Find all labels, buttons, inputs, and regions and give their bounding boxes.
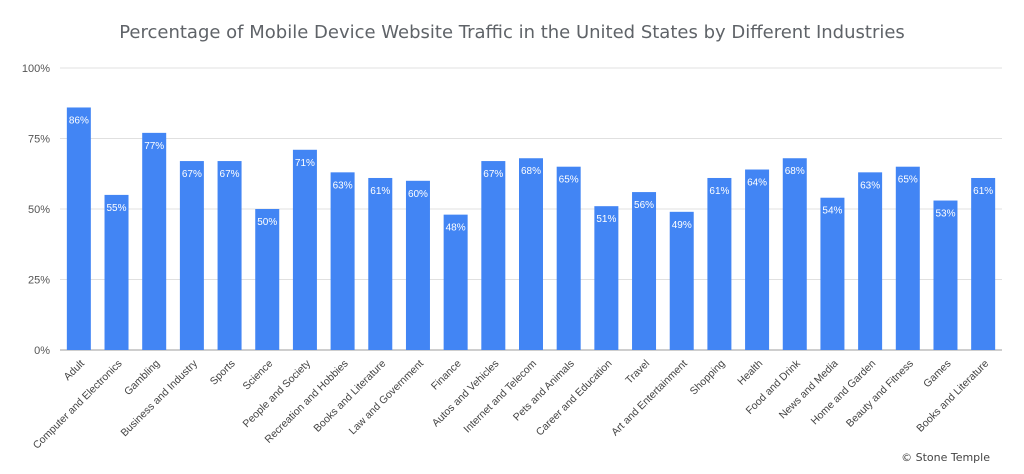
data-label: 63% [333,180,353,191]
bar [669,211,694,350]
bar [707,177,732,350]
data-label: 61% [709,186,729,197]
data-label: 77% [144,141,164,152]
data-label: 67% [483,169,503,180]
data-label: 54% [822,206,842,217]
y-tick-label: 50% [28,204,50,216]
x-tick-label: Books and Literature [914,358,991,435]
x-tick-label: Books and Literature [311,358,388,435]
x-tick-label: Internet and Telecom [461,357,539,435]
x-tick-label: Beauty and Fitness [844,358,916,430]
x-tick-label: Law and Government [347,358,427,438]
bar [481,161,506,350]
bar [858,172,883,350]
data-label: 56% [634,200,654,211]
y-axis-ticks: 0% 25% 50% 75% 100% [22,63,50,357]
bar [142,132,167,350]
data-label: 67% [220,169,240,180]
bar [104,194,129,350]
bar [933,200,958,350]
data-label: 55% [107,203,127,214]
bar [971,177,996,350]
data-labels: 86% 55% 77% 67% 67% 50% 71% 63% 61% 60% 48% 67% 68% 6… [69,115,993,233]
bar [368,177,393,350]
x-tick-label: Sports [208,358,238,388]
data-label: 61% [370,186,390,197]
credit-text: © Stone Temple [901,451,990,464]
x-tick-label: Shopping [688,358,728,398]
x-tick-label: Finance [429,358,464,393]
bar [594,206,619,350]
bar [217,161,242,350]
data-label: 68% [785,166,805,177]
bar [330,172,355,350]
data-label: 61% [973,186,993,197]
x-tick-label: Autos and Vehicles [430,358,502,430]
x-tick-label: Business and Industry [118,357,200,439]
bar [632,192,657,350]
x-tick-label: Art and Entertainment [609,358,690,439]
data-label: 68% [521,166,541,177]
y-tick-label: 75% [28,134,50,146]
bar [292,149,317,350]
data-label: 67% [182,169,202,180]
bar [66,107,91,350]
x-tick-label: Adult [62,358,87,383]
x-tick-label: Travel [623,358,652,387]
bar [895,166,920,350]
y-tick-label: 25% [28,275,50,287]
x-tick-label: Health [735,358,765,388]
x-tick-label: Career and Education [534,358,615,439]
x-tick-label: Home and Garden [809,358,879,428]
x-tick-label: Science [240,358,275,393]
bars [66,107,996,350]
bar [820,197,845,350]
x-tick-label: Games [921,358,953,390]
data-label: 65% [898,175,918,186]
chart-title: Percentage of Mobile Device Website Traf… [119,22,905,43]
data-label: 64% [747,178,767,189]
data-label: 51% [596,214,616,225]
data-label: 50% [257,217,277,228]
bar [519,158,543,350]
data-label: 48% [446,223,466,234]
data-label: 53% [935,209,955,220]
bar [782,158,807,350]
data-label: 60% [408,189,428,200]
bar [556,166,581,350]
data-label: 65% [559,175,579,186]
data-label: 71% [295,158,315,169]
x-tick-label: People and Society [241,357,314,430]
bar [745,169,770,350]
y-tick-label: 0% [34,345,50,357]
bar [443,214,468,350]
y-tick-label: 100% [22,63,50,75]
data-label: 86% [69,115,89,126]
bar [255,209,280,350]
bar [405,180,430,350]
data-label: 49% [672,220,692,231]
bar [179,161,204,350]
data-label: 63% [860,180,880,191]
